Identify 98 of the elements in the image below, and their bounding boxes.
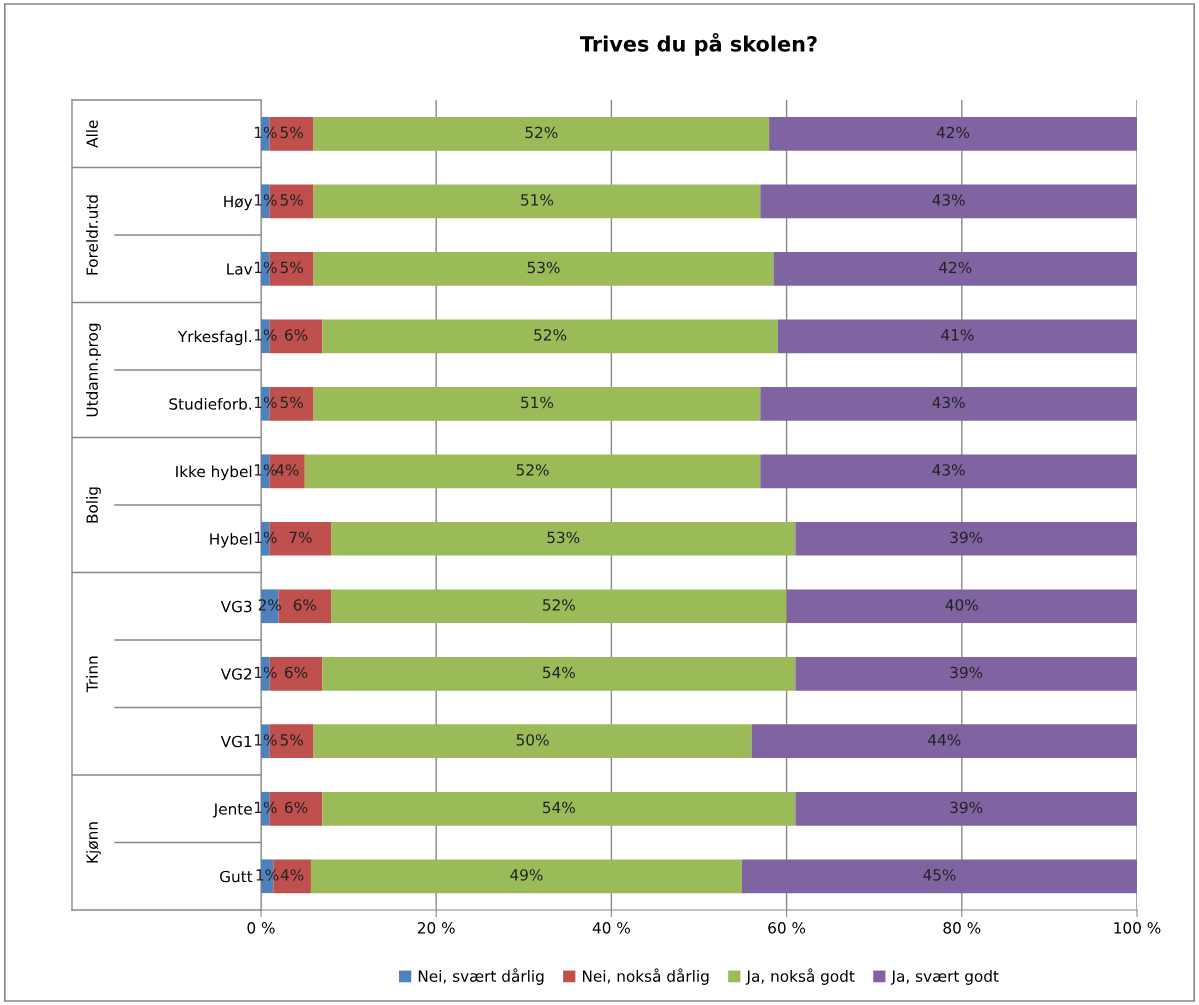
data-label: 49%	[510, 869, 543, 881]
data-label: 50%	[516, 734, 549, 746]
data-label: 6%	[284, 666, 308, 679]
data-label: 52%	[534, 329, 567, 341]
data-label: 4%	[275, 464, 299, 476]
data-label: 1%	[254, 329, 277, 341]
data-label: 43%	[932, 396, 965, 409]
data-label: 43%	[932, 464, 965, 476]
data-label: 40%	[945, 599, 978, 611]
data-label: 5%	[280, 261, 303, 274]
data-label: 4%	[280, 869, 304, 881]
data-label: 1%	[254, 396, 277, 409]
data-label: 54%	[543, 666, 575, 679]
data-label: 39%	[950, 801, 983, 814]
bar	[795, 521, 1137, 556]
bar	[795, 791, 1137, 826]
data-label: 6%	[293, 599, 317, 611]
bar	[331, 589, 787, 624]
y-tick-label: Studieforb.	[169, 397, 252, 410]
x-tick-label: 80 %	[943, 922, 981, 934]
x-tick-label: 20 %	[417, 922, 455, 934]
chart-title: Trives du på skolen?	[580, 32, 817, 56]
data-label: 51%	[521, 396, 554, 409]
bar	[313, 251, 774, 286]
legend-label: Ja, nokså godt	[745, 968, 855, 985]
text: Alle	[86, 120, 98, 148]
bar	[313, 724, 752, 759]
text: Foreldr.utd	[86, 195, 98, 275]
x-tick-label: 40 %	[592, 922, 630, 934]
data-label: 6%	[284, 801, 308, 814]
text: Utdann.prog	[86, 323, 101, 417]
text: Trinn	[86, 656, 98, 693]
bar	[331, 521, 796, 556]
data-label: 51%	[521, 194, 554, 206]
y-tick-label: Yrkesfagl.	[177, 330, 252, 346]
text: Bolig	[86, 487, 101, 523]
data-label: 43%	[932, 194, 965, 206]
y-tick-label: Hybel	[210, 532, 252, 548]
data-label: 52%	[543, 599, 575, 611]
bar	[313, 184, 761, 219]
legend-label: Ja, svært godt	[890, 970, 999, 985]
bar	[313, 116, 770, 151]
data-label: 52%	[516, 464, 549, 476]
data-label: 5%	[280, 396, 303, 409]
bar	[310, 859, 742, 894]
bar	[786, 589, 1137, 624]
x-tick-label: 60 %	[768, 922, 806, 934]
data-label: 41%	[941, 329, 974, 341]
bar	[760, 454, 1137, 489]
y-tick-label: VG2	[220, 668, 252, 680]
bar	[322, 319, 778, 354]
data-label: 42%	[939, 261, 972, 274]
data-label: 5%	[280, 126, 303, 139]
bar	[313, 386, 761, 421]
data-label: 6%	[284, 329, 308, 341]
bar	[322, 791, 796, 826]
data-label: 1%	[254, 261, 277, 274]
bar	[760, 386, 1137, 421]
bar	[795, 656, 1137, 691]
legend-label: Nei, svært dårlig	[418, 968, 544, 985]
y-tick-label: VG1	[220, 735, 252, 748]
text: Kjønn	[86, 822, 101, 863]
data-label: 44%	[928, 734, 961, 746]
data-label: 1%	[254, 666, 277, 679]
bar	[769, 116, 1137, 151]
data-label: 42%	[936, 126, 970, 139]
data-label: 5%	[280, 194, 303, 206]
bar	[773, 251, 1137, 286]
x-tick-label: 100 %	[1114, 922, 1161, 934]
y-tick-label: Jente	[212, 803, 252, 818]
bar	[741, 859, 1137, 894]
y-tick-label: Lav	[227, 263, 253, 275]
data-label: 53%	[527, 261, 560, 274]
data-label: 5%	[280, 734, 303, 746]
data-label: 1%	[254, 126, 277, 139]
x-tick-label: 0 %	[247, 922, 275, 934]
data-label: 45%	[923, 869, 956, 881]
data-label: 39%	[950, 531, 983, 544]
data-label: 52%	[525, 126, 558, 139]
bar	[760, 184, 1137, 219]
data-label: 1%	[254, 801, 277, 814]
data-label: 1%	[254, 734, 277, 746]
y-tick-label: Høy	[224, 195, 253, 211]
bar	[322, 656, 796, 691]
data-label: 53%	[547, 531, 580, 544]
bar	[304, 454, 761, 489]
data-label: 39%	[950, 666, 983, 679]
data-label: 7%	[289, 531, 312, 544]
data-label: 1%	[254, 531, 277, 544]
data-label: 1%	[254, 194, 277, 206]
bar	[751, 724, 1137, 759]
data-label: 1%	[254, 464, 277, 476]
data-label: 54%	[543, 801, 575, 814]
bar	[777, 319, 1137, 354]
legend-label: Nei, nokså dårlig	[582, 968, 709, 985]
y-tick-label: VG3	[220, 600, 252, 613]
y-tick-label: Gutt	[220, 870, 253, 883]
y-tick-label: Ikke hybel	[176, 465, 252, 481]
